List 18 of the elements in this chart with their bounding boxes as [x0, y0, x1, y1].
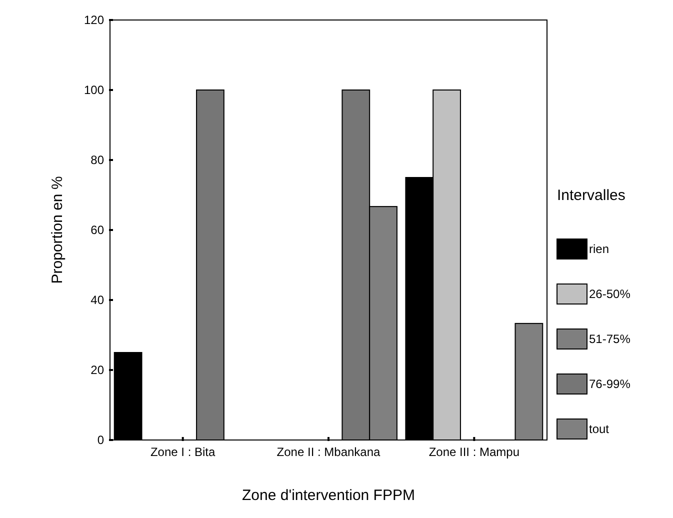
y-tick-label: 80 [90, 153, 104, 168]
x-tick-label: Zone II : Mbankana [276, 445, 381, 459]
y-tick-label: 0 [97, 433, 104, 448]
y-tick-label: 100 [84, 83, 104, 98]
legend-label: 51-75% [589, 332, 631, 346]
y-tick-label: 40 [90, 293, 104, 308]
legend-label: tout [589, 422, 610, 436]
x-axis-title: Zone d'intervention FPPM [242, 487, 415, 504]
y-axis-title: Proportion en % [49, 176, 66, 284]
legend-label: 26-50% [589, 287, 631, 302]
x-tick-label: Zone I : Bita [150, 445, 216, 459]
y-tick-label: 60 [90, 223, 104, 238]
x-tick-label: Zone III : Mampu [428, 445, 520, 459]
legend-label: rien [589, 242, 610, 256]
y-tick-label: 120 [84, 13, 104, 28]
legend-label: 76-99% [589, 377, 631, 392]
y-tick-label: 20 [90, 363, 104, 378]
legend-title: Intervalles [557, 187, 626, 204]
